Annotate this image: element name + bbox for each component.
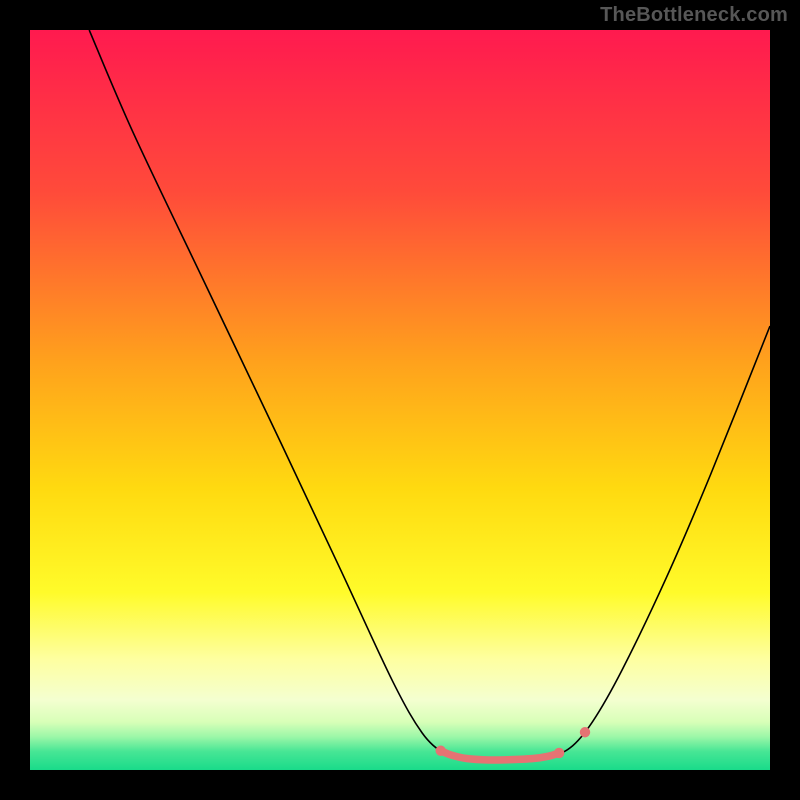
plot-area bbox=[30, 30, 770, 770]
chart-frame: TheBottleneck.com bbox=[0, 0, 800, 800]
attribution-text: TheBottleneck.com bbox=[600, 4, 788, 27]
optimal-range-marker bbox=[30, 30, 770, 770]
